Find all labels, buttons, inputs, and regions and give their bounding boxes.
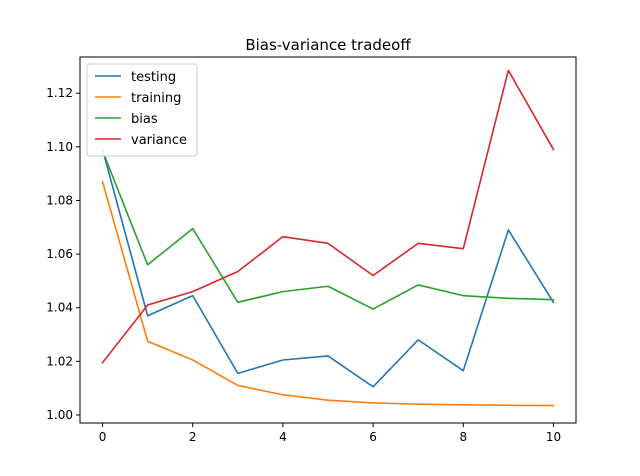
x-tick-label-4: 4 [279,430,287,444]
y-tick-label-2: 1.04 [46,301,73,315]
legend-box [86,63,198,157]
y-tick-label-0: 1.00 [46,408,73,422]
series-line-training [101,180,555,407]
y-tick-label-3: 1.06 [46,247,73,261]
x-tick-label-2: 2 [189,430,197,444]
legend-label-variance: variance [131,133,187,148]
legend-label-training: training [131,91,181,106]
y-tick-label-6: 1.12 [46,86,73,100]
chart-title: Bias-variance tradeoff [245,36,411,54]
series-line-bias [101,149,555,310]
series-line-variance [101,69,555,364]
x-tick-label-6: 6 [369,430,377,444]
plot-area: 0 2 4 6 8 10 1.00 1.02 1.04 1.06 1.08 1.10 1.12 testi… [46,56,577,444]
legend-label-testing: testing [131,70,176,85]
axes-frame [79,56,577,424]
y-tick-label-1: 1.02 [46,354,73,368]
y-tick-label-5: 1.10 [46,140,73,154]
x-tick-label-10: 10 [546,430,561,444]
y-tick-label-4: 1.08 [46,193,73,207]
x-tick-label-8: 8 [459,430,467,444]
x-tick-label-0: 0 [99,430,107,444]
series-line-testing [101,148,555,388]
legend-label-bias: bias [131,112,158,127]
